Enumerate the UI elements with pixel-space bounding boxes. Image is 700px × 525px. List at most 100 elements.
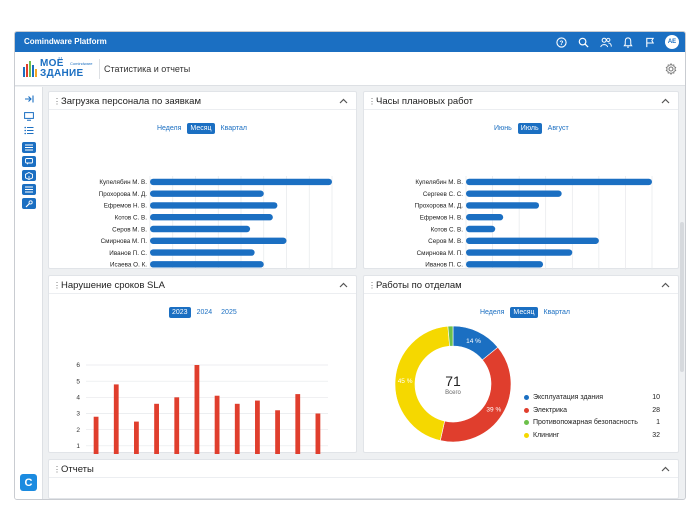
app-window: Comindware Platform ? AE	[14, 31, 686, 500]
tab-july[interactable]: Июль	[517, 123, 542, 134]
y-tick-label: 5	[76, 378, 80, 385]
wrench-icon[interactable]	[22, 198, 36, 209]
chevron-up-icon[interactable]	[339, 282, 348, 288]
flag-icon[interactable]	[643, 36, 656, 49]
bar	[150, 190, 264, 197]
legend-item[interactable]: Клининг 32	[524, 432, 660, 439]
users-icon[interactable]	[599, 36, 612, 49]
legend-item[interactable]: Электрика 28	[524, 407, 660, 414]
y-category-label: Котов С. В.	[431, 226, 464, 233]
chevron-up-icon[interactable]	[339, 98, 348, 104]
bar	[466, 214, 504, 221]
tab-2023[interactable]: 2023	[169, 307, 191, 318]
legend-dot-icon	[524, 420, 529, 425]
page-scrollbar[interactable]	[680, 222, 684, 372]
panel-dept-works: ⋮ Работы по отделам Неделя Месяц Квартал…	[363, 275, 679, 453]
user-avatar[interactable]: AE	[665, 35, 679, 49]
bar	[150, 178, 332, 186]
panel-title-row: ⋮ Загрузка персонала по заявкам	[53, 96, 201, 107]
panel-divider	[49, 293, 356, 294]
help-icon[interactable]: ?	[555, 36, 568, 49]
tab-2025[interactable]: 2025	[221, 309, 237, 316]
bar	[150, 214, 273, 221]
tab-month[interactable]: Месяц	[510, 307, 538, 318]
legend-dot-icon	[524, 395, 529, 400]
donut-slice	[447, 325, 454, 347]
tab-august[interactable]: Август	[547, 125, 569, 132]
panel-sla-violations: ⋮ Нарушение сроков SLA 2023 2024 2025 01…	[48, 275, 357, 454]
y-category-label: Исаева О. К.	[110, 262, 147, 269]
left-sidebar: C	[15, 87, 43, 499]
lines-icon[interactable]	[22, 184, 36, 195]
menu-icon[interactable]	[22, 142, 36, 153]
donut-slice	[394, 325, 450, 441]
panel-staff-load: ⋮ Загрузка персонала по заявкам Неделя М…	[48, 91, 357, 270]
tab-month[interactable]: Месяц	[187, 123, 215, 134]
panel-title: Отчеты	[61, 464, 94, 475]
year-tabs: 2023 2024 2025	[169, 307, 240, 318]
drag-handle-icon[interactable]: ⋮	[53, 464, 61, 474]
comindware-logo-button[interactable]: C	[20, 474, 37, 491]
bar	[234, 403, 240, 454]
bar	[466, 202, 540, 209]
bar	[255, 400, 260, 454]
chevron-up-icon[interactable]	[661, 466, 670, 472]
legend-value: 28	[652, 406, 660, 414]
y-category-label: Иванов П. С.	[109, 250, 147, 257]
legend-dot-icon	[524, 432, 529, 438]
company-logo[interactable]: МОЁ Comindware ЗДАНИЕ	[23, 57, 101, 81]
panel-title: Часы плановых работ	[376, 96, 474, 107]
tab-quarter[interactable]: Квартал	[543, 309, 570, 316]
bar	[150, 249, 255, 256]
monitor-icon[interactable]	[22, 111, 36, 122]
chevron-up-icon[interactable]	[661, 98, 670, 104]
bar	[150, 237, 287, 244]
page-title: Статистика и отчеты	[104, 64, 191, 74]
y-category-label: Прохорова М. Д.	[415, 203, 464, 210]
bar	[275, 410, 280, 454]
slice-percent-label: 39 %	[486, 407, 501, 414]
panel-divider	[49, 109, 356, 110]
bar	[154, 403, 159, 454]
y-category-label: Серов М. В.	[112, 226, 147, 233]
tab-2024[interactable]: 2024	[196, 309, 213, 316]
chevron-up-icon[interactable]	[661, 282, 670, 288]
list-icon[interactable]	[22, 125, 36, 136]
tab-june[interactable]: Июнь	[494, 125, 512, 132]
legend-item[interactable]: Эксплуатация здания 10	[524, 394, 660, 401]
period-tabs: Неделя Месяц Квартал	[477, 307, 573, 318]
chat-icon[interactable]	[22, 156, 36, 167]
bar	[295, 394, 301, 454]
legend-label: Электрика	[533, 406, 568, 414]
tab-quarter[interactable]: Квартал	[220, 125, 247, 132]
expand-icon[interactable]	[22, 93, 36, 104]
y-category-label: Смирнова М. П.	[417, 250, 464, 257]
bar	[174, 397, 180, 454]
search-icon[interactable]	[577, 36, 590, 49]
tab-week[interactable]: Неделя	[157, 125, 182, 132]
legend-item[interactable]: Противопожарная безопасность 1	[524, 419, 660, 426]
panel-divider	[364, 109, 678, 110]
gear-icon[interactable]	[665, 63, 677, 75]
period-tabs: Неделя Месяц Квартал	[154, 123, 250, 134]
staff-load-chart: 0510152025303540Купелябин М. В.Прохорова…	[99, 176, 333, 270]
cube-icon[interactable]	[22, 170, 36, 181]
svg-text:?: ?	[560, 39, 564, 46]
y-category-label: Иванов П. С.	[425, 262, 463, 269]
bar	[466, 225, 496, 233]
y-category-label: Ефремов Н. В.	[104, 203, 148, 210]
y-tick-label: 2	[76, 427, 80, 434]
bar	[93, 416, 99, 454]
bar	[466, 249, 573, 256]
tab-week[interactable]: Неделя	[480, 309, 505, 316]
bar	[466, 237, 599, 244]
header-divider	[99, 59, 100, 79]
bell-icon[interactable]	[621, 36, 634, 49]
bar	[466, 261, 544, 268]
app-brand[interactable]: Comindware Platform	[24, 37, 107, 46]
bar	[113, 384, 119, 454]
panel-reports: ⋮ Отчеты	[48, 459, 679, 499]
donut-total-value: 71	[445, 373, 461, 389]
panel-title: Загрузка персонала по заявкам	[61, 96, 201, 107]
